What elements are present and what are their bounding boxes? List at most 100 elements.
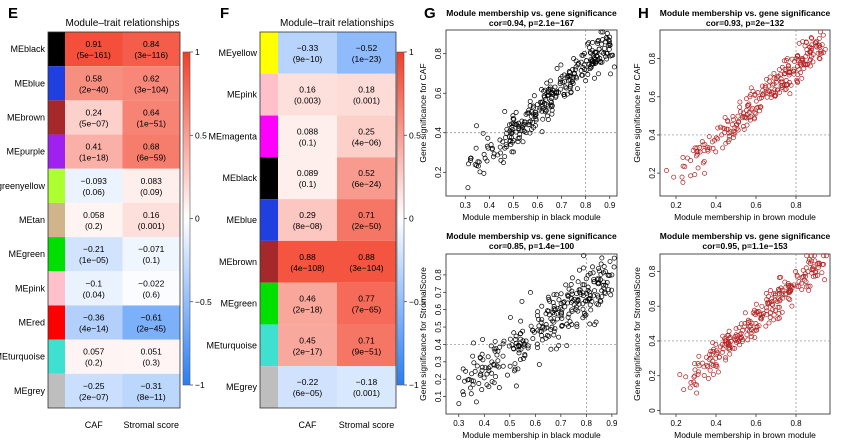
scatter-point — [548, 104, 554, 110]
scatter-point — [725, 126, 731, 132]
cell-correlation: 0.58 — [85, 73, 102, 83]
scatter-point — [571, 302, 577, 308]
scatter-point — [773, 79, 779, 85]
heatmap-cell — [65, 305, 123, 340]
module-label: MEbrown — [7, 112, 45, 122]
cell-pvalue: (6e−24) — [352, 179, 382, 189]
scatter-point — [590, 39, 596, 45]
scatter-point — [600, 29, 606, 35]
module-label: MEgrey — [226, 382, 258, 392]
x-tick-label: 0.9 — [606, 419, 618, 428]
scatter-point — [713, 363, 719, 369]
scatter-point — [810, 52, 816, 57]
scatter-point — [580, 282, 586, 288]
colorbar-tick-label: 0 — [195, 214, 200, 224]
scatter-point — [770, 82, 775, 88]
scatter-point — [706, 357, 712, 362]
cell-correlation: 0.88 — [299, 252, 316, 262]
scatter-point — [513, 383, 519, 389]
scatter-point — [611, 255, 617, 261]
scatter-point — [745, 317, 751, 323]
scatter-point — [559, 73, 565, 79]
scatter-point — [591, 279, 597, 285]
scatter-point — [604, 30, 610, 36]
scatter-point — [569, 296, 574, 302]
scatter-point — [504, 126, 510, 132]
x-tick-label: 0.9 — [604, 201, 616, 210]
scatter-point — [518, 318, 524, 324]
scatter-point — [595, 38, 601, 44]
scatter-point — [806, 259, 812, 265]
scatter-point — [502, 154, 508, 160]
scatter-point — [720, 333, 726, 339]
scatter-point — [610, 52, 616, 58]
cell-pvalue: (0.06) — [83, 187, 105, 197]
scatter-point — [723, 355, 728, 361]
cell-correlation: 0.089 — [297, 168, 319, 178]
scatter-point — [518, 357, 523, 362]
scatter-point — [602, 45, 607, 51]
cell-correlation: −0.61 — [140, 313, 162, 323]
scatter-point — [716, 354, 722, 360]
scatter-point — [493, 346, 499, 352]
scatter-point — [596, 268, 602, 274]
scatter-point — [592, 75, 597, 81]
scatter-point — [601, 264, 607, 269]
scatter-point — [587, 321, 593, 327]
scatter-point — [575, 298, 581, 303]
scatter-point — [522, 353, 528, 359]
scatter-point — [821, 253, 827, 259]
module-color-swatch — [48, 168, 65, 203]
scatter-point — [732, 345, 738, 351]
colorbar-tick-label: −0.5 — [195, 297, 212, 307]
colorbar-tick-label: 0.5 — [195, 130, 207, 140]
scatter-point — [576, 60, 582, 66]
scatter-point — [571, 71, 577, 77]
scatter-point — [463, 368, 469, 374]
x-tick-label: 0.8 — [790, 419, 802, 428]
scatter-point — [724, 341, 730, 347]
scatter-point — [715, 369, 721, 375]
scatter-point — [719, 132, 725, 138]
scatter-point — [546, 312, 552, 318]
colorbar-tick-label: −0.5 — [409, 297, 426, 307]
scatter-point — [606, 287, 611, 293]
scatter-point — [782, 279, 788, 285]
module-label: MEred — [18, 318, 45, 328]
scatter-point — [557, 79, 563, 85]
scatter-point — [478, 371, 484, 377]
scatter-point — [611, 64, 617, 70]
scatter-point — [497, 144, 503, 150]
scatter-point — [599, 294, 605, 300]
scatter-point — [564, 321, 570, 327]
scatter-subtitle: cor=0.93, p=2e−132 — [706, 18, 784, 28]
scatter-point — [773, 76, 779, 82]
scatter-point — [607, 53, 613, 59]
scatter-point — [688, 158, 694, 164]
column-label: CAF — [85, 420, 104, 430]
scatter-point — [598, 261, 604, 267]
heatmap-cell — [337, 115, 396, 158]
scatter-point — [791, 71, 797, 77]
scatter-point — [461, 392, 467, 398]
scatter-point — [609, 287, 615, 293]
scatter-point — [532, 110, 538, 116]
scatter-point — [520, 338, 526, 344]
scatter-point — [473, 145, 479, 151]
scatter-point — [706, 376, 711, 381]
scatter-point — [604, 51, 610, 57]
scatter-point — [778, 274, 783, 280]
scatter-point — [790, 68, 796, 74]
colorbar-tick-label: 0.5 — [409, 130, 421, 140]
heatmap-cell — [65, 32, 123, 67]
scatter-point — [813, 273, 818, 279]
cell-correlation: −0.093 — [81, 176, 108, 186]
scatter-point — [470, 353, 476, 359]
y-tick-label: 0.1 — [434, 390, 443, 402]
scatter-point — [787, 91, 793, 97]
scatter-point — [735, 127, 741, 133]
scatter-point — [474, 363, 480, 369]
scatter-point — [744, 96, 749, 102]
scatter-point — [754, 310, 760, 315]
scatter-point — [476, 381, 482, 386]
